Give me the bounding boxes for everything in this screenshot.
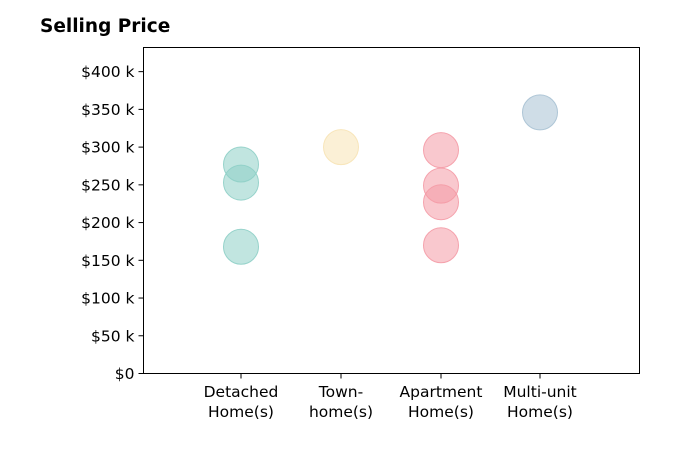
y-tick-label: $350 k <box>81 101 134 119</box>
y-tick-label: $0 <box>115 365 135 383</box>
x-category-label: Town- <box>318 383 363 401</box>
y-tick-label: $100 k <box>81 290 134 308</box>
x-category-label: Home(s) <box>507 403 573 421</box>
data-point <box>423 227 459 264</box>
data-point <box>223 228 259 265</box>
x-category-label: home(s) <box>309 403 373 421</box>
data-point <box>323 129 359 166</box>
points-layer <box>223 94 558 265</box>
chart-title: Selling Price <box>40 16 171 37</box>
y-axis: $0 $50 k $100 k $150 k $200 k $250 k $300 k $35… <box>81 63 144 383</box>
data-point <box>522 94 558 131</box>
y-tick-label: $400 k <box>81 63 134 81</box>
data-point <box>423 132 459 169</box>
data-point <box>423 184 459 221</box>
plot-frame <box>143 47 640 374</box>
x-category-label: Detached <box>204 383 279 401</box>
x-category-label: Multi-unit <box>503 383 577 401</box>
x-category-label: Home(s) <box>408 403 474 421</box>
y-tick-label: $200 k <box>81 214 134 232</box>
x-axis: Detached Home(s) Town-home(s) Apartment Home… <box>204 373 577 421</box>
y-tick-label: $50 k <box>91 327 135 345</box>
y-tick-label: $150 k <box>81 252 134 270</box>
y-tick-label: $250 k <box>81 176 134 194</box>
x-category-label: Home(s) <box>208 403 274 421</box>
y-tick-label: $300 k <box>81 139 134 157</box>
data-point <box>223 164 259 201</box>
x-category-label: Apartment <box>400 383 483 401</box>
